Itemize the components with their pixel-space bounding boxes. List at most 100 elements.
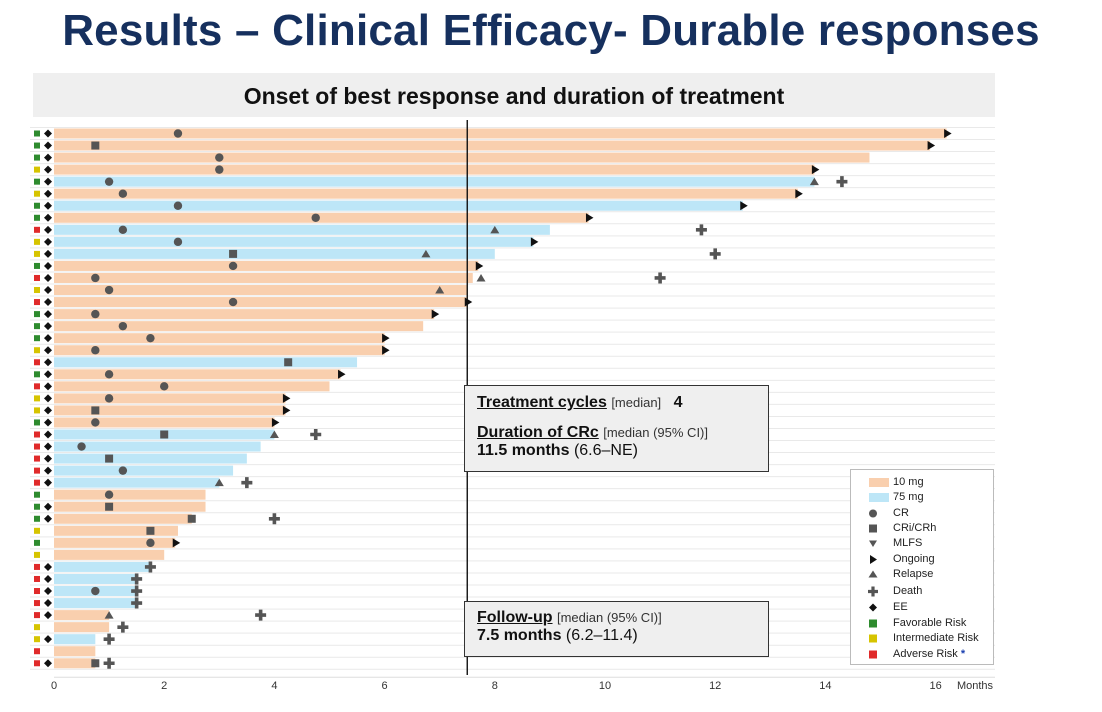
legend-item-intermediate: Intermediate Risk — [851, 631, 995, 646]
ee-marker — [44, 177, 52, 186]
x-tick-label: 12 — [709, 680, 721, 692]
legend-symbol-adverse — [869, 650, 877, 659]
cr-marker — [160, 382, 169, 391]
death-marker — [836, 176, 848, 188]
death-marker — [144, 561, 156, 573]
cr-marker — [118, 189, 128, 198]
risk-marker — [34, 238, 40, 245]
death-marker — [103, 633, 115, 645]
ongoing-marker — [271, 417, 280, 427]
ee-marker — [44, 286, 52, 295]
risk-marker — [34, 539, 40, 546]
crc-duration-label: Duration of CRc — [477, 424, 599, 441]
ee-marker — [44, 430, 52, 439]
risk-marker — [34, 419, 40, 426]
cr-marker — [173, 129, 183, 138]
x-tick-label: 2 — [161, 680, 167, 692]
legend-item-cr: CR — [851, 506, 995, 521]
treatment-bar — [54, 417, 275, 428]
treatment-cycles-qualifier: [median] — [611, 395, 662, 410]
treatment-bar — [54, 152, 870, 163]
legend-label-bar75: 75 mg — [893, 491, 924, 503]
cr-marker — [215, 153, 224, 162]
treatment-cycles-label: Treatment cycles — [477, 394, 607, 411]
treatment-bar — [54, 634, 96, 645]
death-marker — [310, 429, 322, 441]
risk-marker — [34, 274, 40, 281]
cr-marker — [91, 273, 100, 283]
ongoing-marker — [740, 201, 748, 211]
cri-crh-marker — [229, 249, 238, 258]
risk-marker — [34, 359, 40, 366]
risk-marker — [34, 166, 40, 173]
treatment-bar — [54, 309, 435, 320]
treatment-bar — [54, 140, 931, 151]
relapse-marker — [435, 286, 445, 294]
ongoing-marker — [475, 261, 484, 271]
cr-marker — [104, 177, 114, 186]
ee-marker — [44, 478, 52, 487]
ee-marker — [44, 454, 52, 463]
ongoing-marker — [382, 345, 390, 355]
risk-marker — [34, 431, 40, 438]
legend-label-relapse: Relapse — [893, 568, 934, 580]
crc-duration-ci: (6.6–NE) — [573, 442, 638, 459]
relapse-marker — [476, 273, 486, 282]
legend-item-mlfs: MLFS — [851, 536, 995, 551]
ee-marker — [44, 502, 52, 511]
treatment-bar — [54, 598, 137, 609]
cr-marker — [91, 586, 100, 596]
ee-marker — [44, 189, 52, 198]
cr-marker — [146, 333, 155, 343]
risk-marker — [34, 515, 40, 522]
treatment-bar — [54, 176, 815, 187]
risk-marker — [34, 202, 40, 209]
risk-marker — [34, 347, 40, 354]
treatment-bar — [54, 646, 96, 657]
cr-marker — [104, 285, 114, 295]
page-title: Results – Clinical Efficacy- Durable res… — [62, 6, 1040, 55]
cr-marker — [146, 538, 155, 548]
ongoing-marker — [585, 213, 594, 223]
risk-marker — [34, 130, 40, 137]
death-marker — [268, 513, 280, 525]
treatment-bar — [54, 381, 330, 392]
follow-up-value: 7.5 months — [477, 627, 562, 644]
treatment-bar — [54, 272, 473, 283]
risk-marker — [34, 407, 40, 414]
treatment-bar — [54, 393, 286, 404]
legend-label-adverse: Adverse Risk * — [893, 648, 966, 660]
ee-marker — [44, 574, 52, 583]
risk-marker — [34, 491, 40, 498]
treatment-bar — [54, 405, 286, 416]
cri-crh-marker — [91, 141, 100, 150]
treatment-bar — [54, 501, 206, 512]
ongoing-marker — [382, 333, 390, 343]
risk-marker — [34, 443, 40, 450]
ee-marker — [44, 237, 52, 246]
treatment-bar — [54, 260, 479, 271]
treatment-summary-box: Treatment cycles [median] 4 Duration of … — [464, 385, 769, 472]
risk-marker — [34, 226, 40, 233]
treatment-bar — [54, 513, 192, 524]
death-marker — [103, 657, 115, 669]
ee-marker — [44, 382, 52, 391]
risk-marker — [34, 383, 40, 390]
cr-marker — [104, 490, 114, 499]
x-tick-label: 8 — [492, 680, 498, 692]
treatment-bar — [54, 128, 947, 139]
risk-marker — [34, 575, 40, 582]
follow-up-box: Follow-up [median (95% CI)] 7.5 months (… — [464, 601, 769, 657]
treatment-bar — [54, 537, 176, 548]
cr-marker — [91, 418, 100, 427]
treatment-bar — [54, 549, 165, 560]
cr-marker — [118, 466, 128, 475]
death-marker — [255, 609, 267, 621]
treatment-bar — [54, 285, 468, 296]
risk-marker — [34, 323, 40, 330]
ee-marker — [44, 442, 52, 451]
risk-marker — [34, 636, 40, 643]
legend-symbol-mlfs — [869, 540, 877, 547]
risk-marker — [34, 612, 40, 619]
cri-crh-marker — [146, 526, 155, 535]
